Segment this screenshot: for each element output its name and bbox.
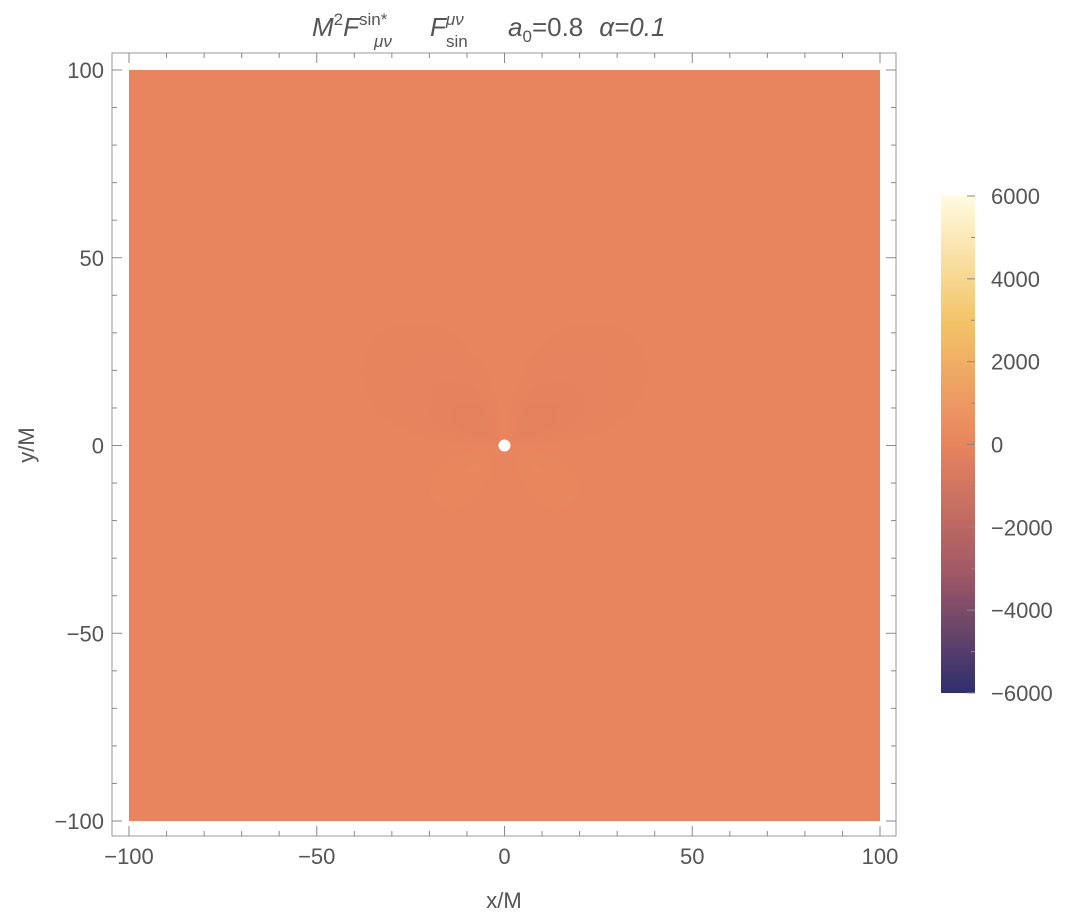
axis-ticks xyxy=(112,53,896,836)
title-F1: F xyxy=(343,12,361,42)
title-alpha: α=0.1 xyxy=(599,12,665,42)
x-tick-label: −50 xyxy=(298,844,335,869)
colorbar-tick-labels: 6000 4000 2000 0 −2000 −4000 −6000 xyxy=(991,184,1053,706)
title-squared: 2 xyxy=(334,10,343,29)
title-a-value: =0.8 xyxy=(532,12,583,42)
y-tick-label: −50 xyxy=(67,621,104,646)
chart-title: M2Fsin* μν Fμν sin a0=0.8 α=0.1 xyxy=(312,10,665,51)
title-F2-sub: sin xyxy=(446,32,468,51)
title-F1-sub: μν xyxy=(373,32,392,51)
title-F1-sup: sin* xyxy=(359,10,388,29)
y-tick-label: 100 xyxy=(67,58,104,83)
y-tick-label: 0 xyxy=(92,434,104,459)
x-tick-label: −100 xyxy=(104,844,154,869)
colorbar-tick-label: 2000 xyxy=(991,350,1040,375)
title-a: a xyxy=(508,12,522,42)
colorbar-tick-label: 4000 xyxy=(991,267,1040,292)
x-tick-label: 50 xyxy=(680,844,704,869)
x-axis-label: x/M xyxy=(486,888,521,913)
title-M: M xyxy=(312,12,334,42)
colorbar-tick-label: −4000 xyxy=(991,598,1053,623)
y-tick-label: 50 xyxy=(80,246,104,271)
title-F2-sup: μν xyxy=(445,10,464,29)
colorbar-tick-label: 6000 xyxy=(991,184,1040,209)
colorbar-tick-label: −6000 xyxy=(991,681,1053,706)
y-axis-label: y/M xyxy=(14,427,39,462)
x-tick-label: 0 xyxy=(498,844,510,869)
title-F2: F xyxy=(430,12,448,42)
colorbar-tick-label: −2000 xyxy=(991,515,1053,540)
title-a-sub: 0 xyxy=(522,27,531,46)
colorbar-ticks xyxy=(967,195,975,694)
colorbar-tick-label: 0 xyxy=(991,433,1003,458)
x-tick-label: 100 xyxy=(862,844,899,869)
center-singularity-dot xyxy=(498,439,511,452)
y-tick-label: −100 xyxy=(54,809,104,834)
axis-tick-labels: −100 −50 0 50 100 −100 −50 0 50 100 xyxy=(54,58,898,869)
